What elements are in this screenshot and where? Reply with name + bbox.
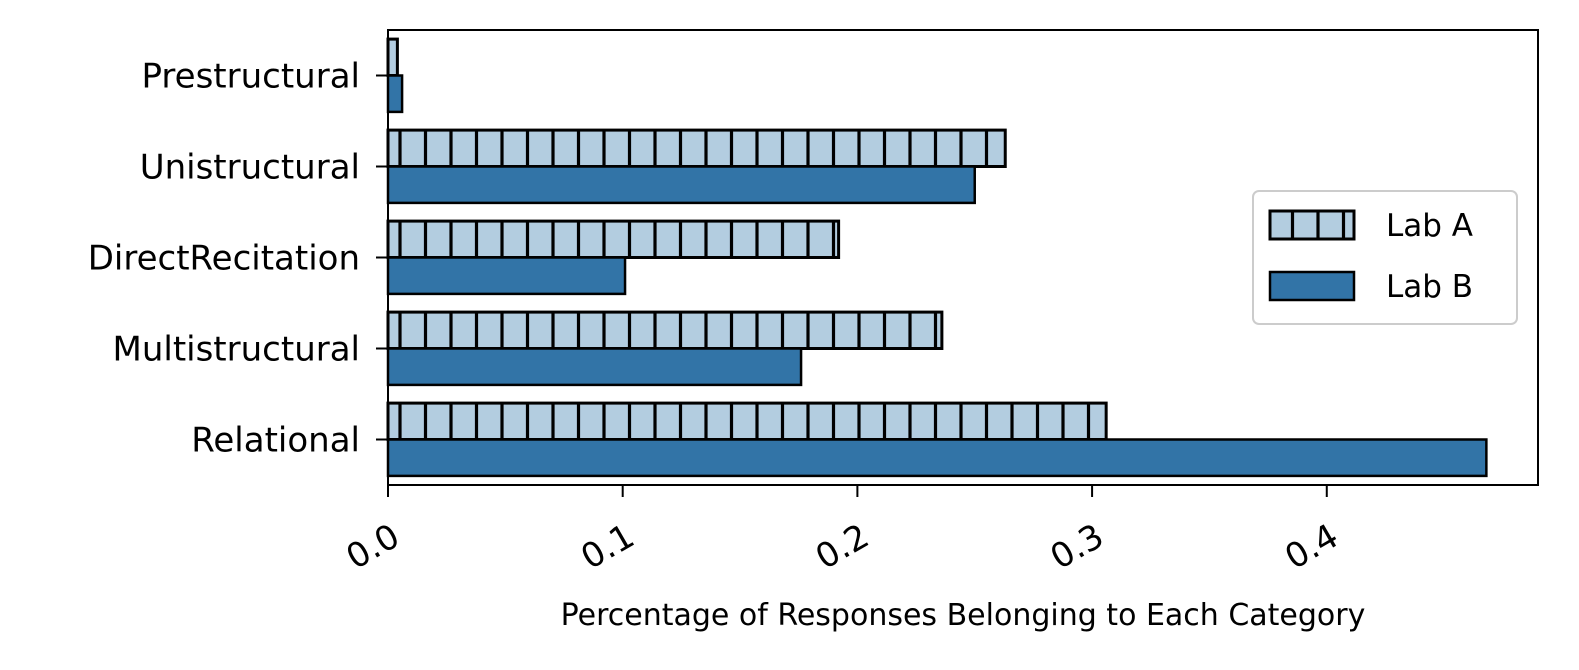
legend-swatch-lab-b	[1268, 270, 1356, 302]
x-tick-label-0-4: 0.4	[1278, 516, 1345, 578]
y-tick-label-prestructural: Prestructural	[142, 57, 360, 97]
legend: Lab A Lab B	[1252, 190, 1518, 325]
bar-lab-a-prestructural	[386, 37, 399, 77]
x-tick-label-0-2: 0.2	[809, 516, 876, 578]
bar-lab-b-prestructural	[386, 74, 404, 114]
x-tick-label-0-0: 0.0	[340, 516, 407, 578]
x-tick-label-0-1: 0.1	[574, 516, 641, 578]
bar-lab-a-multistructural	[386, 310, 944, 351]
bars-layer	[386, 37, 1488, 478]
y-tick-label-unistructural: Unistructural	[140, 148, 360, 188]
y-tick-label-multistructural: Multistructural	[112, 330, 360, 370]
legend-label-lab-a: Lab A	[1386, 208, 1473, 244]
bar-lab-b-directrecitation	[386, 256, 627, 296]
bar-lab-b-unistructural	[386, 165, 976, 205]
x-axis-label: Percentage of Responses Belonging to Eac…	[561, 598, 1366, 633]
y-tick-label-relational: Relational	[191, 421, 360, 461]
bar-lab-a-unistructural	[386, 128, 1007, 169]
legend-swatch-lab-a	[1268, 209, 1356, 241]
bar-lab-b-relational	[386, 438, 1488, 478]
y-axis: Prestructural Unistructural DirectRecitati…	[88, 57, 388, 461]
x-axis: 0.0 0.1 0.2 0.3 0.4	[340, 485, 1345, 578]
x-tick-label-0-3: 0.3	[1044, 516, 1111, 578]
y-tick-label-directrecitation: DirectRecitation	[88, 239, 360, 279]
bar-lab-b-multistructural	[386, 347, 803, 387]
bar-lab-a-relational	[386, 401, 1108, 442]
bar-lab-a-directrecitation	[386, 219, 841, 260]
legend-label-lab-b: Lab B	[1386, 269, 1473, 305]
